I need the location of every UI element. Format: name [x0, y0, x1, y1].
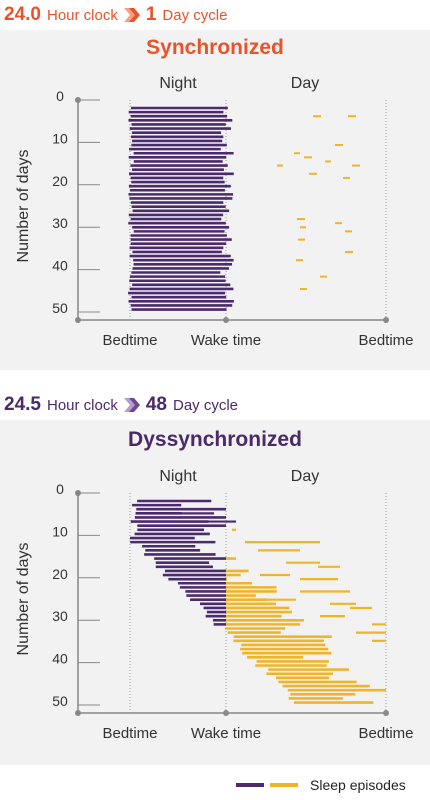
panel1-plot: Night Day Number of days 0 10 20 30 40 50 Bedtime… [15, 75, 414, 349]
panel2-period: 24.5 [4, 394, 41, 415]
y-axis-label: Number of days [15, 150, 32, 263]
y-tick-label: 40 [52, 258, 68, 274]
x-tick-label: Bedtime [102, 332, 157, 349]
y-axis-label: Number of days [15, 543, 32, 656]
y-tick-label: 10 [52, 523, 68, 539]
x-tick-label: Wake time [191, 725, 261, 742]
panel1-period: 24.0 [4, 4, 41, 25]
col-day-label: Day [291, 468, 319, 485]
x-tick-label: Bedtime [358, 725, 413, 742]
chevron-right-icon [123, 8, 140, 22]
chevron-right-icon [123, 398, 140, 412]
panel2-period-label: Hour clock [46, 396, 118, 414]
col-day-label: Day [291, 75, 319, 92]
y-tick-label: 30 [52, 608, 68, 624]
y-tick-label: 10 [52, 130, 68, 146]
axis-dot [75, 317, 81, 323]
panel2-cycle-label: Day cycle [172, 396, 239, 414]
y-tick-label: 30 [52, 215, 68, 231]
panel2-title: Dyssynchronized [128, 428, 302, 451]
axis-dot [75, 710, 81, 716]
y-tick-label: 0 [56, 481, 64, 497]
x-tick-label: Bedtime [102, 725, 157, 742]
x-tick-label: Bedtime [358, 332, 413, 349]
legend-night-swatch [236, 783, 264, 787]
col-night-label: Night [159, 468, 197, 485]
legend-label: Sleep episodes [310, 777, 406, 793]
panel1-period-label: Hour clock [46, 6, 118, 24]
panel2-cycle: 48 [145, 394, 167, 415]
panel1-header: 24.0 Hour clock 1 Day cycle [0, 0, 430, 30]
panel1-cycle: 1 [145, 4, 157, 25]
panel1-title: Synchronized [146, 36, 284, 59]
x-tick-label: Wake time [191, 332, 261, 349]
col-night-label: Night [159, 75, 197, 92]
panel1-cycle-label: Day cycle [162, 6, 228, 24]
y-tick-label: 0 [56, 88, 64, 104]
y-tick-label: 50 [52, 300, 68, 316]
y-tick-label: 20 [52, 566, 68, 582]
y-tick-label: 40 [52, 651, 68, 667]
y-tick-label: 20 [52, 173, 68, 189]
panel1-background [0, 30, 430, 370]
panel2-plot: Night Day Number of days 0 10 20 30 40 50 Bedtime… [15, 468, 414, 742]
legend: Sleep episodes [0, 770, 430, 800]
legend-day-swatch [270, 783, 298, 787]
panel2-header: 24.5 Hour clock 48 Day cycle [0, 390, 430, 420]
y-tick-label: 50 [52, 693, 68, 709]
